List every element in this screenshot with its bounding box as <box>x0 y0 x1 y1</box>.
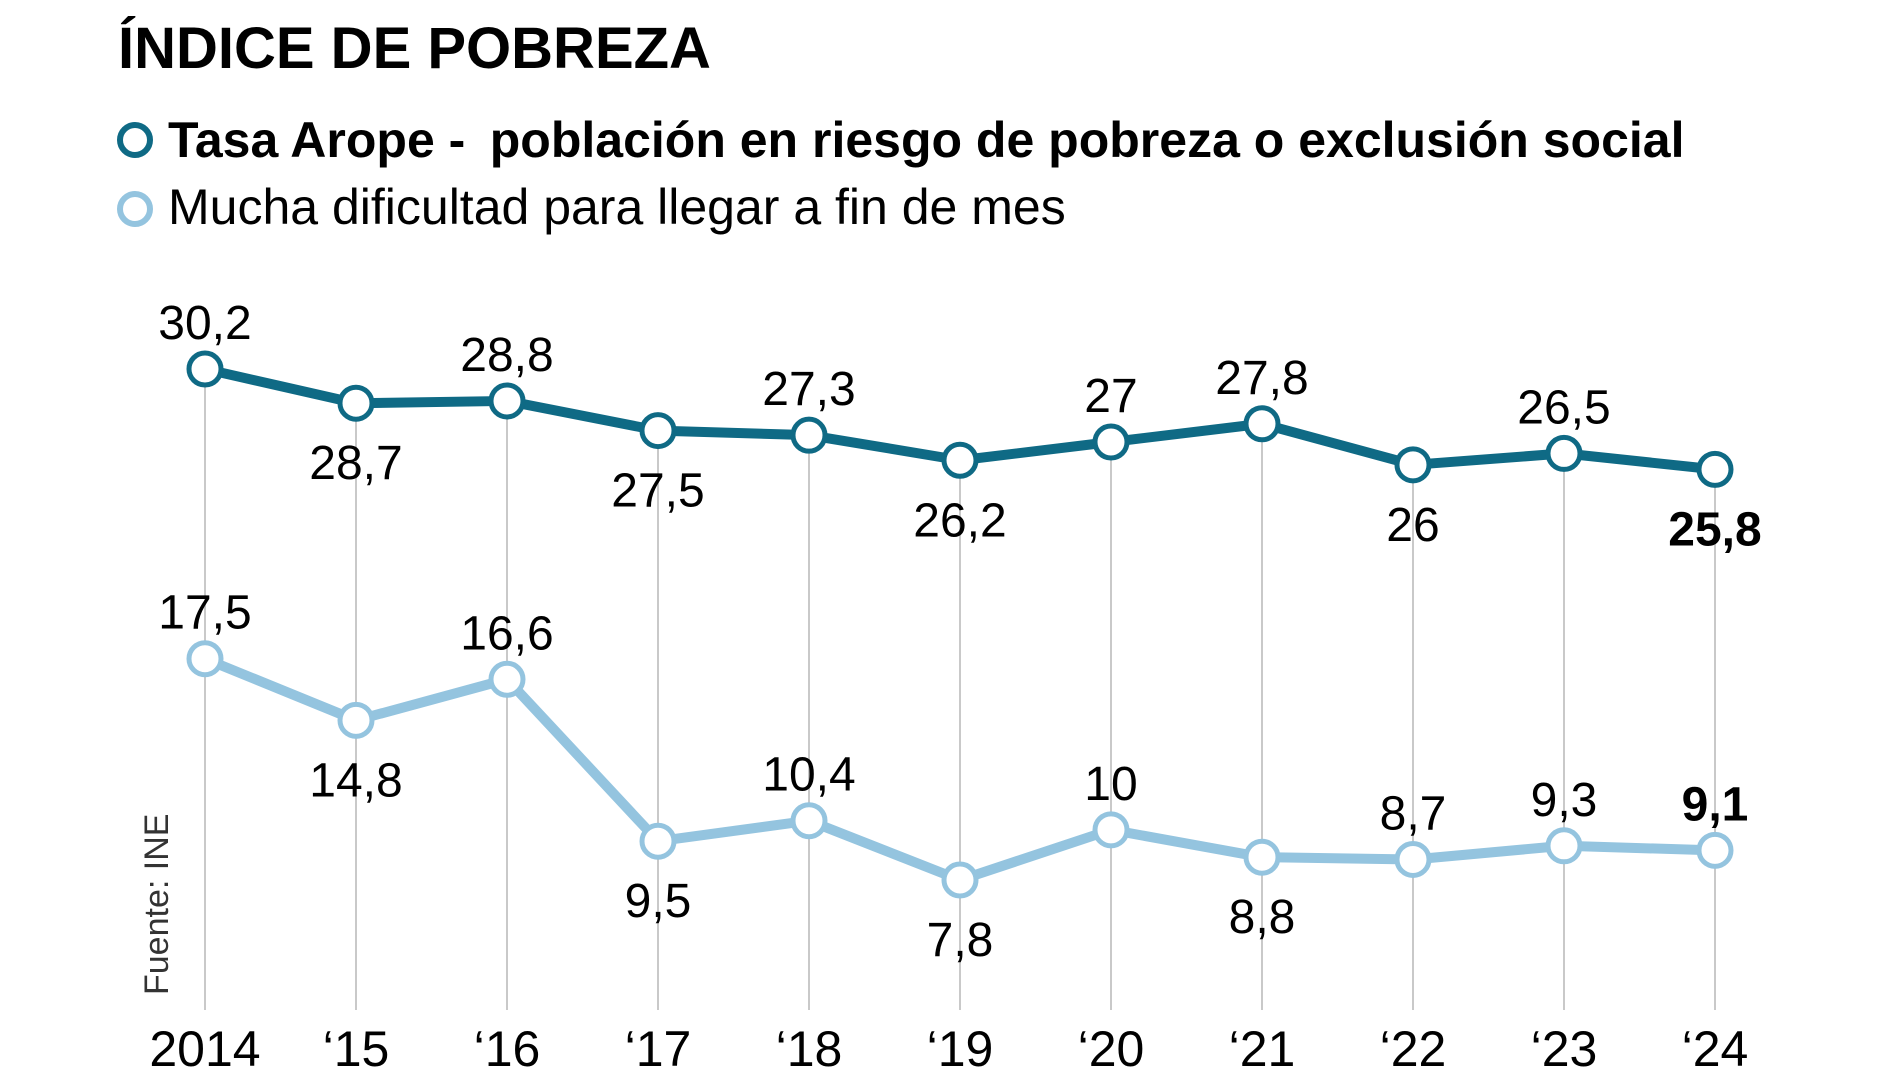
data-point <box>941 441 979 479</box>
source-note: Fuente: INE <box>138 814 176 995</box>
data-point <box>337 384 375 422</box>
data-point <box>639 822 677 860</box>
x-tick-label: ‘19 <box>927 1021 994 1069</box>
x-tick-label: 2014 <box>149 1021 260 1069</box>
data-point <box>790 802 828 840</box>
data-point <box>1545 827 1583 865</box>
x-tick-label: ‘17 <box>625 1021 692 1069</box>
data-label: 8,8 <box>1229 891 1296 944</box>
x-tick-label: ‘18 <box>776 1021 843 1069</box>
points <box>186 350 1734 899</box>
chart-title: ÍNDICE DE POBREZA <box>118 16 711 81</box>
x-tick-label: ‘24 <box>1682 1021 1749 1069</box>
data-point <box>186 640 224 678</box>
data-label: 27 <box>1084 370 1137 423</box>
data-label: 30,2 <box>158 297 251 350</box>
legend-label-arope-rest: población en riesgo de pobreza o exclusi… <box>490 112 1685 168</box>
data-label: 10 <box>1084 758 1137 811</box>
data-label: 26,2 <box>913 494 1006 547</box>
legend-label-arope: Tasa Arope - población en riesgo de pobr… <box>168 112 1684 168</box>
data-point <box>941 861 979 899</box>
legend-marker-dificultad <box>117 191 153 227</box>
legend-label-arope-bold: Tasa Arope - <box>168 112 465 168</box>
x-tick-label: ‘21 <box>1229 1021 1296 1069</box>
legend-marker-arope <box>117 122 153 158</box>
value-labels: 30,2 28,7 28,8 27,5 27,3 26,2 27 27,8 26 26,5 25,8… <box>158 297 1761 967</box>
data-point <box>790 416 828 454</box>
data-point <box>1696 450 1734 488</box>
x-tick-label: ‘23 <box>1531 1021 1598 1069</box>
data-point <box>488 660 526 698</box>
x-tick-label: ‘20 <box>1078 1021 1145 1069</box>
data-label: 26,5 <box>1517 381 1610 434</box>
data-label: 10,4 <box>762 749 855 802</box>
data-label: 9,3 <box>1531 774 1598 827</box>
data-label: 27,5 <box>611 465 704 518</box>
gridlines <box>204 369 1716 1010</box>
legend-label-dificultad: Mucha dificultad para llegar a fin de me… <box>168 179 1066 235</box>
data-label: 17,5 <box>158 587 251 640</box>
data-label: 9,5 <box>625 875 692 928</box>
data-label: 16,6 <box>460 607 553 660</box>
data-label: 7,8 <box>927 914 994 967</box>
x-tick-label: ‘22 <box>1380 1021 1447 1069</box>
data-point <box>186 350 224 388</box>
data-point <box>1394 840 1432 878</box>
data-point <box>1243 405 1281 443</box>
x-axis-ticks: 2014 ‘15 ‘16 ‘17 ‘18 ‘19 ‘20 ‘21 ‘22 ‘23 ‘24 <box>149 1021 1748 1069</box>
x-tick-label: ‘16 <box>474 1021 541 1069</box>
data-point <box>1243 838 1281 876</box>
data-label: 28,7 <box>309 437 402 490</box>
data-label: 9,1 <box>1682 778 1749 831</box>
legend: Tasa Arope - población en riesgo de pobr… <box>117 112 1684 235</box>
data-label: 27,3 <box>762 363 855 416</box>
data-label: 28,8 <box>460 329 553 382</box>
data-label: 25,8 <box>1668 503 1761 556</box>
x-tick-label: ‘15 <box>323 1021 390 1069</box>
data-point <box>1696 831 1734 869</box>
data-point <box>337 701 375 739</box>
data-point <box>1092 423 1130 461</box>
data-point <box>639 412 677 450</box>
data-point <box>1394 446 1432 484</box>
data-label: 26 <box>1386 499 1439 552</box>
data-label: 14,8 <box>309 754 402 807</box>
data-label: 27,8 <box>1215 352 1308 405</box>
data-point <box>488 382 526 420</box>
data-point <box>1092 811 1130 849</box>
data-point <box>1545 434 1583 472</box>
data-label: 8,7 <box>1380 787 1447 840</box>
